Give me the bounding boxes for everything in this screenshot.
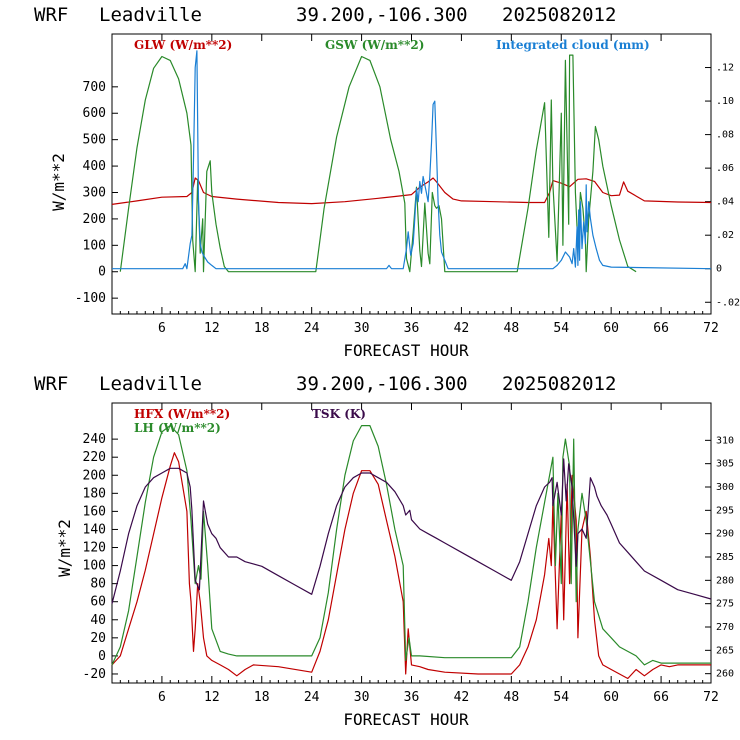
x-tick-label: 6 [158,321,166,336]
panel-2-x-axis-label: FORECAST HOUR [343,710,469,729]
y-tick-label: 700 [83,80,106,95]
y-tick-label: 180 [83,486,106,501]
panel-fluxes: WRF Leadville 39.200,-106.300 2025082012… [34,373,734,729]
legend-integrated-cloud: Integrated cloud (mm) [496,38,650,52]
y-tick-label: 240 [83,432,106,447]
legend-lh: LH (W/m**2) [134,421,221,435]
x-tick-label: 48 [504,321,520,336]
y-tick-label: 120 [83,541,106,556]
panel-2-y-axis-label: W/m**2 [55,519,74,577]
series-line-tsk [111,458,712,604]
panel-1-site: Leadville [99,4,202,26]
x-tick-label: 18 [254,321,270,336]
y-tick-label: 40 [90,613,106,628]
y-tick-label: 160 [83,504,106,519]
y2-tick-label: 0 [716,264,722,275]
y-tick-label: 100 [83,238,106,253]
panel-2-model: WRF [34,373,68,395]
y2-tick-label: 305 [716,459,734,470]
y-tick-label: 600 [83,106,106,121]
panel-1-model: WRF [34,4,68,26]
x-tick-label: 30 [354,690,370,705]
y2-tick-label: 290 [716,529,734,540]
x-tick-label: 72 [703,690,719,705]
y-tick-label: 200 [83,212,106,227]
y2-tick-label: .10 [716,96,734,107]
panel-1-y-axis-label: W/m**2 [49,153,68,211]
y-tick-label: 220 [83,450,106,465]
x-tick-label: 24 [304,690,320,705]
y-tick-label: 60 [90,595,106,610]
x-tick-label: 18 [254,690,270,705]
y2-tick-label: 310 [716,435,734,446]
x-tick-label: 54 [553,321,569,336]
y-tick-label: 20 [90,631,106,646]
y-tick-label: 400 [83,159,106,174]
y2-tick-label: .04 [716,197,734,208]
x-tick-label: 60 [603,690,619,705]
legend-tsk: TSK (K) [312,407,366,421]
y2-tick-label: .02 [716,230,734,241]
panel-2-ticks: 6 12 18 24 30 36 42 48 54 60 66 7224022020018016014… [83,403,734,705]
y2-tick-label: .08 [716,130,734,141]
y-tick-label: 200 [83,468,106,483]
x-tick-label: 24 [304,321,320,336]
x-tick-label: 54 [553,690,569,705]
x-tick-label: 72 [703,321,719,336]
y-tick-label: 300 [83,185,106,200]
y2-tick-label: 300 [716,482,734,493]
y2-tick-label: 285 [716,552,734,563]
y-tick-label: 140 [83,522,106,537]
x-tick-label: 60 [603,321,619,336]
x-tick-label: 42 [454,321,470,336]
panel-radiation: WRF Leadville 39.200,-106.300 2025082012… [34,4,740,360]
y2-tick-label: .12 [716,63,734,74]
panel-2-init-time: 2025082012 [502,373,616,395]
y-tick-label: -20 [83,667,106,682]
x-tick-label: 36 [404,321,420,336]
y-tick-label: 0 [98,265,106,280]
x-tick-label: 66 [653,321,669,336]
legend-hfx: HFX (W/m**2) [134,407,230,421]
panel-2-coords: 39.200,-106.300 [296,373,468,395]
panel-1-series [111,50,712,273]
legend-gsw: GSW (W/m**2) [325,38,424,52]
x-tick-label: 42 [454,690,470,705]
panel-2-site: Leadville [99,373,202,395]
y-tick-label: 0 [98,649,106,664]
y2-tick-label: 275 [716,599,734,610]
y-tick-label: 500 [83,133,106,148]
x-tick-label: 30 [354,321,370,336]
legend-glw: GLW (W/m**2) [134,38,232,52]
y2-tick-label: 270 [716,622,734,633]
y2-tick-label: 265 [716,645,734,656]
y-tick-label: 80 [90,577,106,592]
panel-1-init-time: 2025082012 [502,4,616,26]
y-tick-label: -100 [75,291,106,306]
panel-1-ticks: 6 12 18 24 30 36 42 48 54 60 66 72 700 600 500 400 300 20… [75,34,740,336]
y2-tick-label: 295 [716,505,734,516]
series-line-glw [111,177,712,205]
panel-1-plot-frame [111,33,712,315]
x-tick-label: 12 [204,321,220,336]
panel-2-series [111,425,712,680]
y2-tick-label: -.02 [716,297,740,308]
panel-1-x-axis-label: FORECAST HOUR [343,341,469,360]
y2-tick-label: .06 [716,163,734,174]
x-tick-label: 66 [653,690,669,705]
x-tick-label: 6 [158,690,166,705]
series-line-integrated [112,50,712,270]
y-tick-label: 100 [83,559,106,574]
x-tick-label: 48 [504,690,520,705]
x-tick-label: 12 [204,690,220,705]
x-tick-label: 36 [404,690,420,705]
y2-tick-label: 280 [716,575,734,586]
panel-1-coords: 39.200,-106.300 [296,4,468,26]
y2-tick-label: 260 [716,669,734,680]
